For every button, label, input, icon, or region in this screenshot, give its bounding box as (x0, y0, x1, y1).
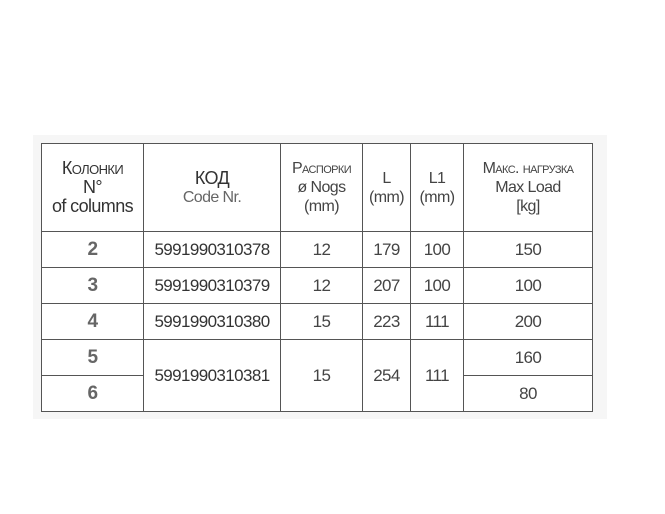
cell-load: 80 (463, 375, 593, 412)
header-load-unit: [kg] (516, 198, 540, 215)
table-row: 4 5991990310380 15 223 111 200 (41, 303, 593, 340)
cell-nogs: 15 (280, 303, 363, 340)
cell-l1: 100 (410, 267, 464, 304)
cell-load: 200 (463, 303, 593, 340)
header-code-en: Code Nr. (182, 188, 242, 206)
header-l-label: L (382, 169, 391, 187)
cell-load: 150 (463, 231, 593, 268)
cell-nogs: 12 (280, 267, 363, 304)
table-row: 6 80 (41, 375, 593, 412)
product-spec-table: Колонки N° of columns КОД Code Nr. Распо… (41, 143, 593, 412)
cell-nogs: 12 (280, 231, 363, 268)
header-load: Макс. нагрузка Max Load [kg] (463, 143, 593, 232)
header-columns-ru: Колонки (61, 158, 124, 178)
cell-l: 223 (362, 303, 411, 340)
header-nogs-unit: (mm) (304, 198, 340, 215)
cell-columns: 2 (41, 231, 144, 268)
header-l-unit: (mm) (369, 188, 405, 206)
cell-l1: 100 (410, 231, 464, 268)
cell-code: 5991990310381 (143, 339, 281, 412)
header-columns: Колонки N° of columns (41, 143, 144, 232)
header-row: Колонки N° of columns КОД Code Nr. Распо… (41, 143, 593, 232)
cell-load: 160 (463, 339, 593, 376)
cell-columns: 4 (41, 303, 144, 340)
header-columns-en: of columns (51, 196, 134, 216)
cell-load: 100 (463, 267, 593, 304)
header-code: КОД Code Nr. (143, 143, 281, 232)
header-nogs-ru: Распорки (291, 160, 352, 177)
header-columns-sym: N° (83, 177, 103, 197)
cell-l: 179 (362, 231, 411, 268)
header-nogs: Распорки ø Nogs (mm) (280, 143, 363, 232)
table-row: 5 5991990310381 15 254 111 160 (41, 339, 593, 412)
cell-code: 5991990310380 (143, 303, 281, 340)
cell-nogs: 15 (280, 339, 363, 412)
cell-columns: 5 (41, 339, 144, 376)
cell-l: 254 (362, 339, 411, 412)
header-load-ru: Макс. нагрузка (482, 160, 574, 177)
cell-l1: 111 (410, 303, 464, 340)
cell-code: 5991990310379 (143, 267, 281, 304)
header-l1-label: L1 (428, 169, 446, 187)
header-code-ru: КОД (194, 167, 230, 188)
header-nogs-en: ø Nogs (297, 179, 347, 196)
cell-l: 207 (362, 267, 411, 304)
cell-code: 5991990310378 (143, 231, 281, 268)
header-l1: L1 (mm) (410, 143, 464, 232)
cell-columns: 6 (41, 375, 144, 412)
table-row: 2 5991990310378 12 179 100 150 (41, 231, 593, 268)
header-load-en: Max Load (495, 179, 561, 196)
cell-columns: 3 (41, 267, 144, 304)
header-l1-unit: (mm) (419, 188, 456, 206)
cell-l1: 111 (410, 339, 464, 412)
header-l: L (mm) (362, 143, 411, 232)
table-row: 3 5991990310379 12 207 100 100 (41, 267, 593, 304)
